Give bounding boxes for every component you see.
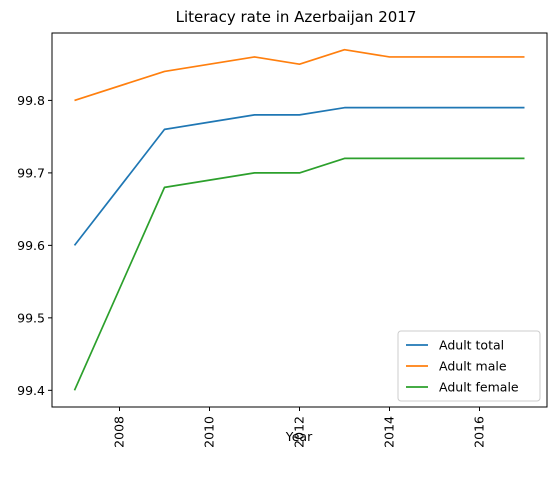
chart-title: Literacy rate in Azerbaijan 2017 — [176, 8, 417, 26]
legend-box — [397, 330, 541, 402]
x-axis-label: Year — [285, 429, 313, 444]
x-tick-label: 2014 — [382, 416, 397, 448]
y-tick-label: 99.5 — [17, 310, 45, 325]
legend-label: Adult female — [439, 380, 519, 395]
y-tick-label: 99.6 — [17, 238, 45, 253]
y-tick-label: 99.8 — [17, 93, 45, 108]
legend-label: Adult total — [439, 338, 504, 353]
y-axis: 99.4 99.5 99.6 99.7 99.8 — [17, 93, 52, 398]
series-group — [73, 48, 525, 391]
x-tick-label: 2016 — [472, 416, 487, 448]
series-line-0 — [73, 106, 525, 246]
y-tick-label: 99.4 — [17, 383, 45, 398]
legend-label: Adult male — [439, 359, 507, 374]
y-tick-label: 99.7 — [17, 165, 45, 180]
series-line-1 — [74, 48, 525, 102]
series-line-2 — [73, 157, 525, 391]
x-axis: 2008 2010 2012 2014 2016 — [112, 407, 487, 448]
x-tick-label: 2012 — [292, 416, 307, 448]
x-tick-label: 2008 — [112, 416, 127, 448]
legend: Adult total Adult male Adult female — [397, 330, 541, 402]
x-tick-label: 2010 — [202, 416, 217, 448]
